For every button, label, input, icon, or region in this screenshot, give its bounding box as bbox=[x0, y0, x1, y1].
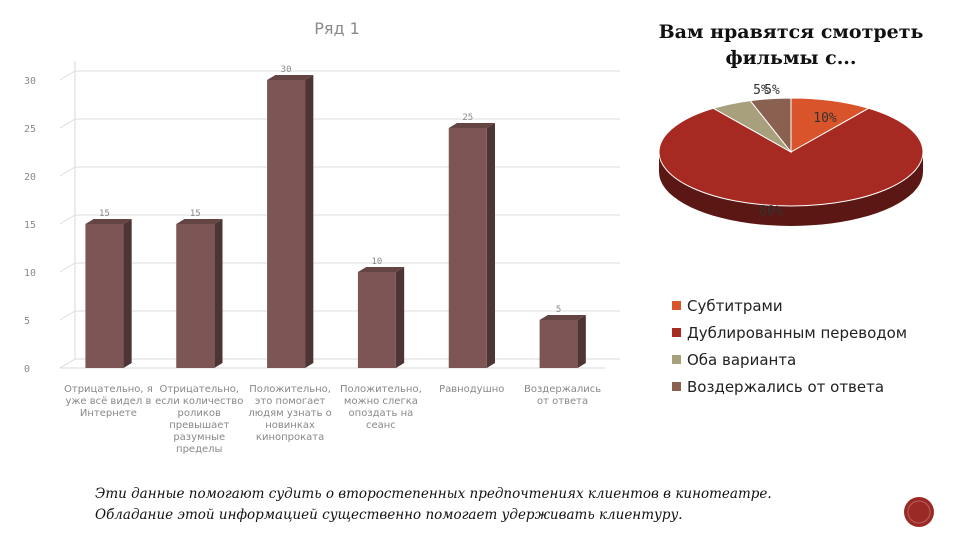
x-category-label: Равнодушно bbox=[439, 384, 505, 395]
x-category-label: Воздержались от ответа bbox=[524, 384, 602, 407]
bar-value-label: 5 bbox=[556, 305, 561, 315]
bar bbox=[267, 75, 314, 369]
pie-chart: Вам нравятся смотреть фильмы с... 10% 80%… bbox=[658, 21, 924, 226]
y-tick-label: 20 bbox=[24, 172, 36, 183]
legend-swatch bbox=[672, 382, 681, 391]
bar-series bbox=[85, 75, 586, 369]
pie-slice-label: 5% bbox=[753, 83, 769, 98]
bar-chart-title: Ряд 1 bbox=[314, 19, 360, 38]
pie-slice-label: 5% bbox=[764, 83, 780, 98]
bar bbox=[448, 123, 495, 368]
pie-slice-label: 80% bbox=[759, 204, 783, 219]
y-tick-label: 10 bbox=[24, 268, 36, 279]
legend-label: Оба варианта bbox=[687, 350, 797, 369]
legend-item: Оба варианта bbox=[672, 346, 907, 373]
legend-swatch bbox=[672, 355, 681, 364]
x-category-label: Положительно, можно слегка опоздать на с… bbox=[340, 384, 422, 431]
y-tick-label: 15 bbox=[24, 220, 36, 231]
bar-value-label: 15 bbox=[99, 209, 110, 219]
pie-slice bbox=[790, 97, 870, 153]
pie-title-line-2: фильмы с... bbox=[725, 47, 856, 69]
legend-swatch bbox=[672, 301, 681, 310]
legend-label: Воздержались от ответа bbox=[687, 377, 885, 396]
y-axis-ticks: 0 5 10 15 20 25 30 bbox=[24, 76, 36, 375]
legend-label: Дублированным переводом bbox=[687, 323, 908, 342]
pie-slices bbox=[658, 97, 924, 207]
legend-item: Дублированным переводом bbox=[672, 319, 907, 346]
legend-item: Субтитрами bbox=[672, 292, 907, 319]
pie-title-line-1: Вам нравятся смотреть bbox=[659, 21, 924, 43]
pie-slice-labels: 10% 80% 5%5% bbox=[753, 83, 837, 219]
footnote-line-2: Обладание этой информацией существенно п… bbox=[95, 507, 683, 523]
slide-logo-icon bbox=[904, 497, 934, 527]
y-tick-label: 5 bbox=[24, 316, 30, 327]
pie-slice-label: 10% bbox=[813, 111, 837, 126]
pie-slice-side bbox=[659, 152, 923, 226]
pie-slice bbox=[749, 97, 792, 154]
bar-chart: 0 5 10 15 20 25 30 15 15 30 10 25 5 Ряд 1 bbox=[24, 19, 620, 375]
footnote-line-1: Эти данные помогают судить о второстепен… bbox=[95, 486, 772, 502]
bar bbox=[357, 267, 405, 368]
legend-label: Субтитрами bbox=[687, 296, 783, 315]
footnote: Эти данные помогают судить о второстепен… bbox=[95, 484, 875, 526]
pie-3d-side bbox=[659, 152, 923, 226]
bar bbox=[539, 315, 586, 368]
x-category-label: Отрицательно, если количество роликов пр… bbox=[155, 384, 244, 455]
bar bbox=[176, 219, 223, 368]
bar-value-label: 15 bbox=[190, 209, 201, 219]
y-tick-label: 30 bbox=[24, 76, 36, 87]
pie-legend: Субтитрами Дублированным переводом Оба вар… bbox=[672, 292, 907, 400]
bar-value-label: 10 bbox=[371, 257, 382, 267]
legend-item: Воздержались от ответа bbox=[672, 373, 907, 400]
bar bbox=[85, 219, 132, 368]
bar-value-label: 25 bbox=[462, 113, 473, 123]
bar-chart-grid bbox=[59, 61, 620, 369]
bar-value-label: 30 bbox=[281, 65, 292, 75]
legend-swatch bbox=[672, 328, 681, 337]
pie-slice bbox=[658, 107, 924, 207]
y-tick-label: 25 bbox=[24, 124, 36, 135]
x-category-label: Положительно, это помогает людям узнать … bbox=[248, 384, 332, 443]
x-category-label: Отрицательно, я уже всё видел в Интернет… bbox=[64, 384, 153, 419]
y-tick-label: 0 bbox=[24, 364, 30, 375]
bar-value-labels: 15 15 30 10 25 5 bbox=[99, 65, 561, 315]
